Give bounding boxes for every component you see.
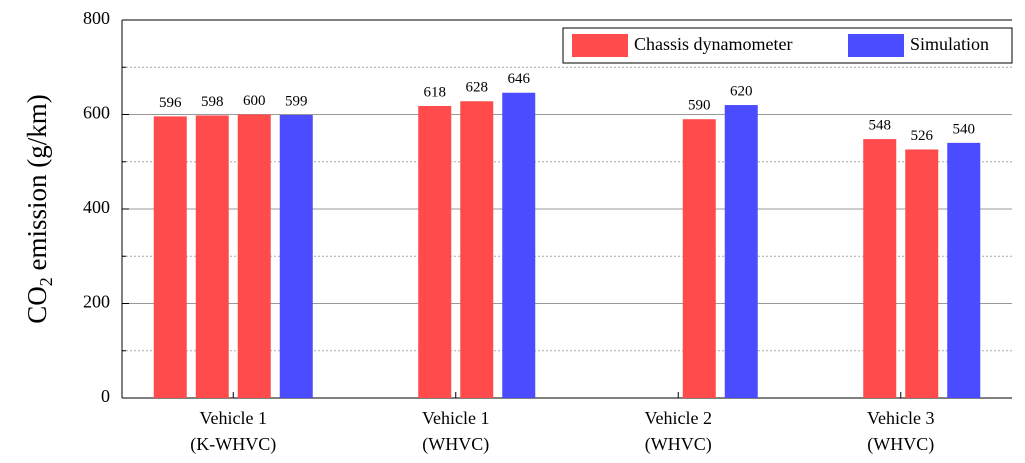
bar — [502, 92, 536, 398]
value-label: 618 — [424, 84, 447, 100]
bar — [947, 142, 981, 398]
y-label-part: CO — [22, 286, 52, 324]
y-label-sub: 2 — [36, 277, 56, 286]
y-tick-label: 0 — [101, 386, 110, 406]
value-label: 596 — [159, 95, 182, 111]
bar — [237, 114, 271, 398]
value-label: 598 — [201, 94, 224, 110]
x-tick-label: Vehicle 3 — [867, 408, 934, 428]
legend-label: Simulation — [910, 34, 989, 54]
value-label: 600 — [243, 93, 266, 109]
value-label: 620 — [730, 83, 753, 99]
y-tick-label: 600 — [83, 103, 110, 123]
value-label: 590 — [688, 98, 711, 114]
bar — [195, 115, 229, 398]
bar — [279, 114, 313, 398]
x-tick-label: (WHVC) — [422, 434, 489, 455]
legend-swatch — [572, 34, 628, 57]
y-tick-label: 200 — [83, 292, 110, 312]
x-tick-label: (K-WHVC) — [190, 434, 276, 455]
x-tick-label: Vehicle 1 — [422, 408, 489, 428]
y-label-part: emission (g/km) — [22, 94, 52, 277]
y-tick-label: 400 — [83, 197, 110, 217]
legend-label: Chassis dynamometer — [634, 34, 792, 54]
x-tick-label: (WHVC) — [867, 434, 934, 455]
bar — [418, 105, 452, 399]
bar — [460, 101, 494, 399]
value-label: 548 — [869, 118, 892, 134]
value-label: 599 — [285, 93, 308, 109]
legend-swatch — [848, 34, 904, 57]
value-label: 540 — [953, 121, 976, 137]
bar — [724, 105, 758, 399]
y-axis-label: CO2 emission (g/km) — [22, 94, 56, 324]
bar — [682, 119, 716, 398]
x-tick-label: Vehicle 1 — [200, 408, 267, 428]
y-tick-label: 800 — [83, 8, 110, 28]
bar — [863, 139, 897, 398]
bar — [153, 116, 187, 398]
value-label: 646 — [508, 71, 531, 87]
legend-box — [562, 27, 1013, 64]
value-label: 526 — [911, 128, 934, 144]
bar — [905, 149, 939, 398]
x-tick-label: (WHVC) — [645, 434, 712, 455]
value-label: 628 — [466, 80, 489, 96]
x-tick-label: Vehicle 2 — [645, 408, 712, 428]
